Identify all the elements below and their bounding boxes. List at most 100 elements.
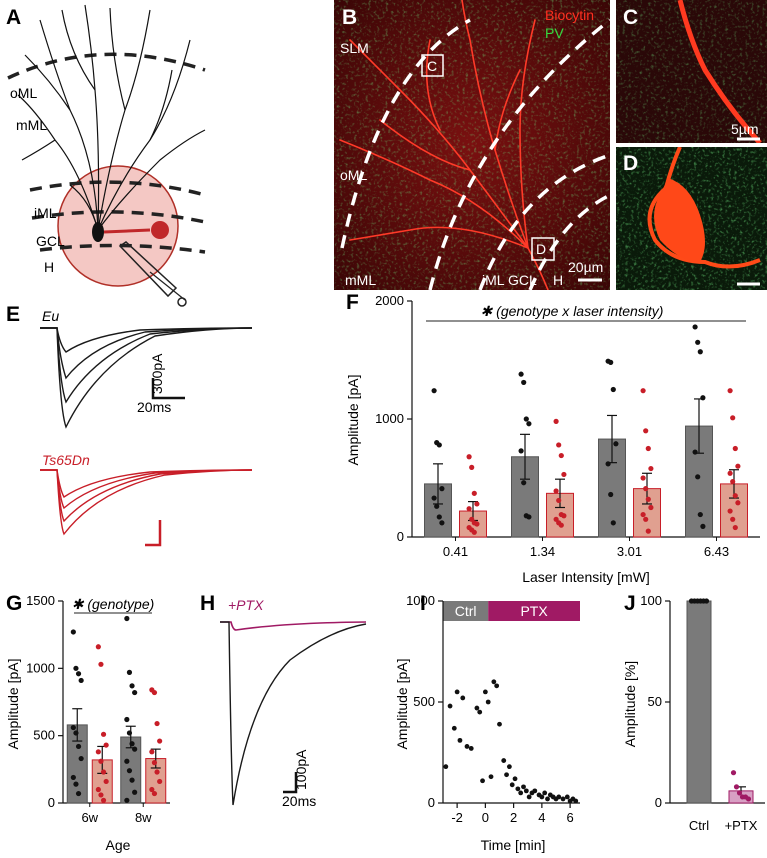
data-point-ts [645, 528, 651, 534]
panel-label-f: F [346, 291, 359, 314]
data-point [523, 788, 529, 794]
data-point-eu [697, 349, 703, 355]
data-point [447, 703, 453, 709]
data-point-ts [645, 496, 651, 502]
data-point-ts [157, 778, 163, 785]
panel-i: I Amplitude [pA] Time [min] Ctrl PTX 0 500 1… [394, 592, 580, 853]
layer-label-iml-b: iML [482, 272, 505, 288]
data-point-ts [730, 415, 736, 421]
data-point-eu [526, 514, 532, 520]
stimulation-spot [57, 165, 179, 287]
scale-bar-h [283, 772, 298, 794]
data-point-ts [469, 464, 475, 470]
panel-label-h: H [200, 592, 215, 615]
data-point-ts [471, 490, 477, 496]
data-point-ts [727, 470, 733, 476]
data-point-eu [73, 781, 79, 787]
data-point [451, 725, 457, 731]
x-tick-label: 6.43 [704, 544, 729, 559]
data-point-eu [129, 777, 135, 783]
dendrite-segment-c [677, 0, 762, 143]
data-point-eu [70, 774, 76, 781]
data-point-eu [132, 746, 138, 752]
data-point-eu [73, 730, 79, 736]
y-axis-label-f: Amplitude [pA] [345, 374, 361, 465]
x-tick-label: +PTX [725, 818, 758, 833]
data-point-eu [613, 441, 619, 447]
data-point-ts [466, 454, 472, 460]
data-point-eu [132, 789, 138, 795]
layer-boundary-oml [7, 52, 206, 80]
data-point [526, 794, 532, 800]
y-tick-label: 0 [48, 795, 55, 810]
data-point-ts [727, 508, 733, 514]
y-tick-label: 0 [655, 795, 662, 810]
y-axis-label-g: Amplitude [pA] [5, 658, 21, 749]
data-point-ts [735, 463, 741, 469]
soma-d [654, 178, 705, 262]
layer-label-slm: SLM [340, 40, 369, 56]
inset-box-d [531, 237, 555, 261]
interneuron-axon [103, 228, 151, 234]
data-point [733, 784, 740, 790]
scale-label-c: 5µm [731, 121, 759, 137]
layer-label-gcl: GCL [36, 233, 65, 249]
data-point-eu [436, 442, 442, 448]
x-tick-label: 2 [510, 810, 517, 825]
data-point [703, 598, 710, 604]
data-point-eu [124, 716, 130, 723]
panel-g: G ✱ (genotype) Amplitude [pA] Age 0 500 10… [5, 592, 170, 853]
neurite-d [647, 147, 761, 269]
layer-boundary-gcl [31, 210, 206, 224]
data-point [485, 699, 491, 705]
panel-label-i: I [420, 592, 426, 615]
x-tick-label: 8w [135, 810, 152, 825]
data-point-eu [431, 388, 437, 394]
data-point-ts [732, 445, 738, 452]
y-tick-label: 1000 [375, 411, 404, 426]
y-axis-label-i: Amplitude [pA] [394, 658, 410, 749]
data-point-eu [521, 480, 527, 486]
data-point-ts [732, 493, 738, 499]
data-point [468, 746, 474, 751]
panel-label-c: C [623, 6, 638, 29]
x-tick-label: -2 [451, 810, 463, 825]
data-point-ts [640, 388, 646, 394]
data-point [560, 796, 566, 802]
data-point-eu [75, 790, 82, 797]
data-point [730, 770, 737, 776]
panel-label-d: D [623, 152, 638, 175]
data-point-ts [100, 769, 107, 775]
layer-label-oml-b: oML [340, 167, 367, 183]
x-axis-label-f: Laser Intensity [mW] [522, 569, 650, 585]
data-point-ts [100, 731, 107, 737]
label-ptx: +PTX [228, 597, 264, 613]
data-point-eu [695, 474, 701, 480]
data-point-eu [129, 741, 135, 747]
data-point-eu [436, 514, 442, 520]
panel-e: E Eu 300pA 20ms Ts65Dn [6, 303, 253, 547]
ptx-trace [220, 621, 367, 631]
data-point-eu [431, 495, 437, 501]
layer-label-iml: iML [34, 205, 57, 221]
data-point-eu [124, 797, 130, 803]
data-point-ts [98, 661, 104, 667]
data-point [491, 679, 497, 685]
data-point-eu [78, 677, 84, 684]
data-point-ts [648, 465, 654, 472]
data-point-ts [648, 504, 654, 511]
layer-label-h: H [44, 259, 54, 275]
data-point [539, 794, 545, 800]
data-point-eu [695, 339, 701, 345]
inset-box-c [421, 54, 444, 77]
data-point-eu [75, 671, 82, 677]
data-point [564, 794, 570, 800]
data-point [443, 764, 449, 770]
data-point-ts [735, 500, 741, 506]
data-point-ts [149, 786, 155, 793]
layer-boundary-iml [29, 180, 206, 197]
data-point [545, 796, 550, 802]
data-point-ts [643, 486, 649, 492]
data-point-ts [645, 445, 651, 452]
data-point-eu [518, 448, 524, 454]
